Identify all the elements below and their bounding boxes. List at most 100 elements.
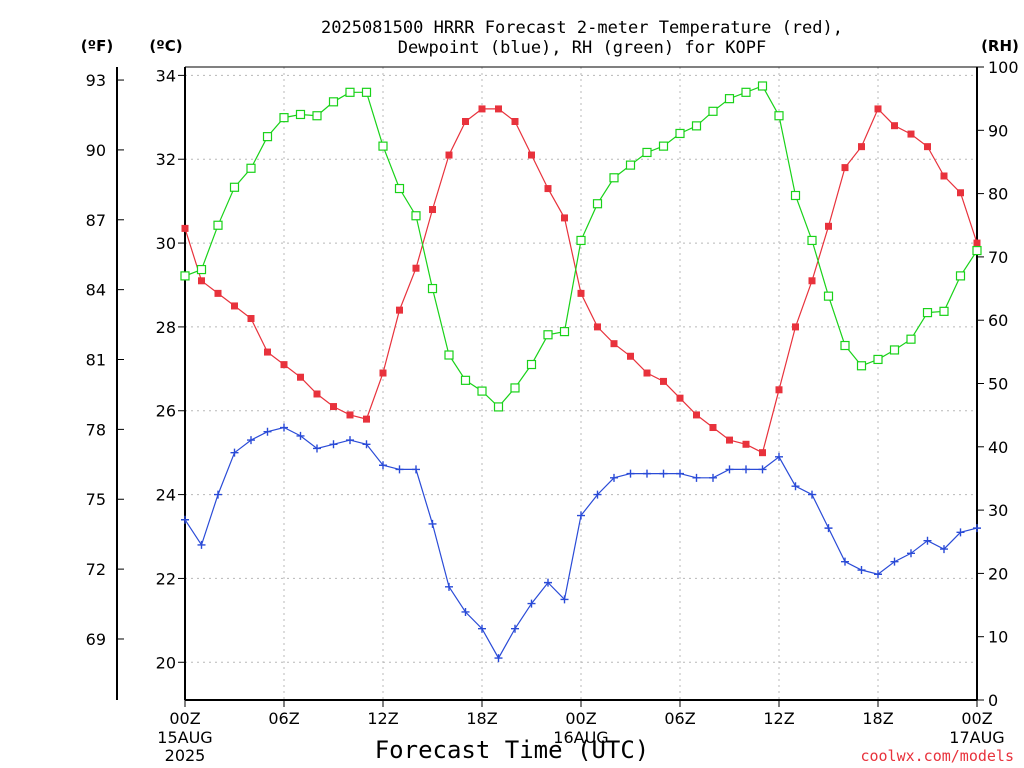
dewpoint-point xyxy=(247,436,255,445)
dewpoint-point xyxy=(973,524,981,533)
temperature-point xyxy=(231,302,238,310)
fahrenheit-tick-label: 90 xyxy=(86,141,106,160)
rh-point xyxy=(642,147,652,158)
rh-tick-label: 0 xyxy=(988,691,998,710)
dewpoint-point xyxy=(626,469,635,478)
dewpoint-point xyxy=(428,519,437,528)
fahrenheit-tick-label: 75 xyxy=(86,490,106,509)
dewpoint-point xyxy=(643,469,651,478)
fahrenheit-tick-label: 69 xyxy=(86,630,106,649)
dewpoint-point xyxy=(923,536,932,545)
rh-point xyxy=(444,350,454,360)
rh-point xyxy=(741,87,751,97)
temperature-point xyxy=(330,403,337,411)
rh-point xyxy=(493,402,504,412)
temperature-point xyxy=(891,122,898,130)
rh-point xyxy=(675,128,685,139)
temperature-point xyxy=(643,369,651,377)
fahrenheit-tick-label: 93 xyxy=(86,71,106,90)
temperature-point xyxy=(775,386,783,394)
temperature-point xyxy=(528,151,535,159)
temperature-point xyxy=(363,415,370,423)
rh-point xyxy=(658,141,669,151)
rh-point xyxy=(312,111,322,121)
dewpoint-point xyxy=(461,607,470,616)
x-tick-year-label: 2025 xyxy=(165,746,206,765)
rh-point xyxy=(873,354,883,365)
celsius-tick-label: 28 xyxy=(156,318,176,337)
dewpoint-point xyxy=(791,482,800,491)
temperature-point xyxy=(808,277,816,285)
rh-point xyxy=(526,359,537,370)
fahrenheit-tick-label: 81 xyxy=(86,351,106,370)
dewpoint-point xyxy=(841,557,849,566)
chart-title-line-1: 2025081500 HRRR Forecast 2-meter Tempera… xyxy=(321,18,843,38)
rh-point xyxy=(592,199,603,209)
celsius-tick-label: 34 xyxy=(156,66,176,85)
rh-point xyxy=(510,383,520,393)
dewpoint-point xyxy=(560,595,569,604)
rh-tick-label: 10 xyxy=(988,628,1008,647)
temperature-point xyxy=(627,352,634,360)
temperature-point xyxy=(907,130,915,138)
temperature-point xyxy=(610,340,618,348)
dewpoint-point xyxy=(610,473,618,482)
rh-point xyxy=(246,163,256,173)
dewpoint-point xyxy=(577,511,585,520)
rh-tick-label: 50 xyxy=(988,375,1008,394)
x-tick-date-label: 15AUG xyxy=(157,728,212,747)
rh-point xyxy=(724,94,735,104)
rh-point xyxy=(345,87,355,97)
temperature-point xyxy=(858,143,865,151)
rh-point xyxy=(229,182,240,192)
celsius-tick-label: 32 xyxy=(156,150,176,169)
dewpoint-point xyxy=(329,440,338,449)
rh-point xyxy=(328,97,339,107)
rh-point xyxy=(939,306,949,316)
dewpoint-point xyxy=(709,473,717,482)
dewpoint-point xyxy=(808,490,816,499)
dewpoint-point xyxy=(511,624,519,633)
rh-point xyxy=(906,334,916,344)
temperature-point xyxy=(445,151,453,159)
rh-tick-label: 90 xyxy=(988,121,1008,140)
credit-text: coolwx.com/models xyxy=(860,747,1014,765)
rh-unit-label: (RH) xyxy=(981,37,1019,55)
x-tick-date-label: 17AUG xyxy=(949,728,1004,747)
dewpoint-point xyxy=(214,490,222,499)
rh-tick-label: 40 xyxy=(988,438,1008,457)
celsius-tick-label: 22 xyxy=(156,569,176,588)
rh-point xyxy=(807,235,817,246)
rh-tick-label: 70 xyxy=(988,248,1008,267)
dewpoint-point xyxy=(478,624,486,633)
temperature-point xyxy=(214,289,222,297)
rh-tick-label: 30 xyxy=(988,501,1008,520)
temperature-point xyxy=(874,105,882,113)
rh-point xyxy=(955,271,966,281)
x-tick-label: 00Z xyxy=(961,709,992,728)
rh-point xyxy=(840,340,850,351)
temperature-point xyxy=(709,424,717,432)
rh-point xyxy=(856,361,867,371)
rh-point xyxy=(394,183,405,194)
temperature-point xyxy=(495,105,502,113)
temperature-point xyxy=(429,206,436,214)
temperature-point xyxy=(280,361,288,369)
rh-point xyxy=(361,87,372,97)
rh-point xyxy=(180,271,190,281)
temperature-point xyxy=(577,289,585,297)
rh-point xyxy=(477,386,487,396)
temperature-point xyxy=(759,449,766,457)
temperature-point xyxy=(660,377,667,385)
x-axis-label: Forecast Time (UTC) xyxy=(375,736,650,764)
rh-point xyxy=(279,113,289,123)
celsius-tick-label: 26 xyxy=(156,402,176,421)
dewpoint-point xyxy=(857,566,866,575)
temperature-point xyxy=(676,394,684,402)
temperature-point xyxy=(313,390,321,398)
temperature-point xyxy=(742,440,750,448)
dewpoint-point xyxy=(197,540,206,549)
rh-point xyxy=(427,283,438,294)
dewpoint-point xyxy=(412,465,420,474)
